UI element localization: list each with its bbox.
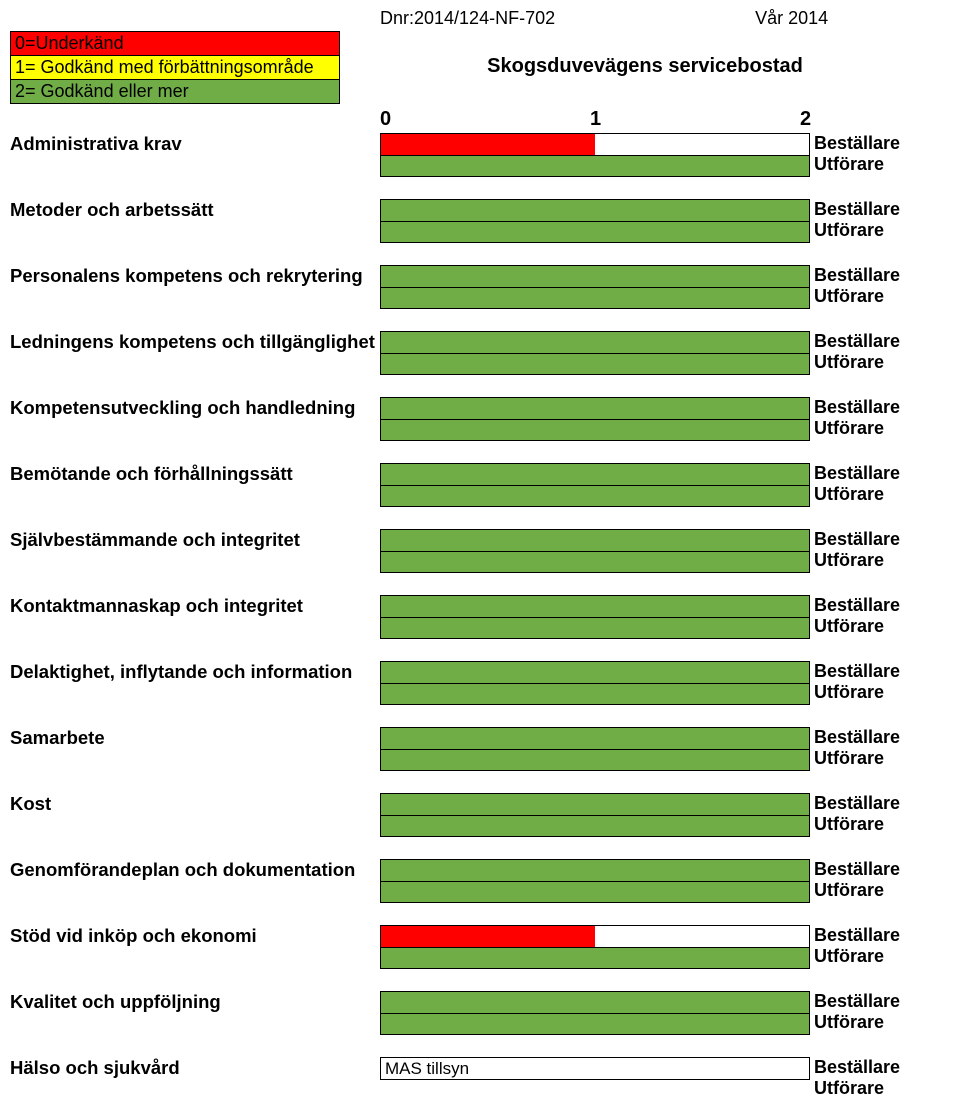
bar-group	[380, 265, 810, 309]
bar-group	[380, 991, 810, 1035]
bar	[381, 530, 809, 551]
bar	[381, 683, 809, 704]
bar	[381, 881, 809, 902]
bar-group	[380, 397, 810, 441]
bar	[381, 485, 809, 506]
category-label: Stöd vid inköp och ekonomi	[10, 925, 380, 946]
role-labels: BeställareUtförare	[810, 661, 940, 703]
bar-group	[380, 529, 810, 573]
bar	[381, 221, 809, 242]
bar	[381, 200, 809, 221]
role-labels: BeställareUtförare	[810, 727, 940, 769]
role-labels: BeställareUtförare	[810, 397, 940, 439]
term-text: Vår 2014	[755, 8, 828, 29]
role-labels: BeställareUtförare	[810, 331, 940, 373]
legend-row-2: 2= Godkänd eller mer	[11, 80, 339, 104]
bar	[381, 992, 809, 1013]
bar	[381, 617, 809, 638]
category-label: Bemötande och förhållningssätt	[10, 463, 380, 484]
bar	[381, 353, 809, 374]
bar-group	[380, 727, 810, 771]
role-labels: BeställareUtförare	[810, 925, 940, 967]
role-labels: BeställareUtförare	[810, 265, 940, 307]
bar	[381, 551, 809, 572]
bar-group	[380, 661, 810, 705]
role-labels: BeställareUtförare	[810, 199, 940, 241]
bar	[381, 419, 809, 440]
bar-group	[380, 793, 810, 837]
role-labels: BeställareUtförare	[810, 529, 940, 571]
bar	[381, 728, 809, 749]
category-label: Administrativa krav	[10, 133, 380, 154]
bar	[381, 134, 809, 155]
bar	[381, 332, 809, 353]
bar	[381, 926, 809, 947]
bar	[381, 815, 809, 836]
bar	[381, 794, 809, 815]
bar	[381, 266, 809, 287]
bar	[381, 860, 809, 881]
category-label: Kost	[10, 793, 380, 814]
category-label: Kompetensutveckling och handledning	[10, 397, 380, 418]
bar-group	[380, 859, 810, 903]
legend-row-0: 0=Underkänd	[11, 32, 339, 56]
category-label: Personalens kompetens och rekrytering	[10, 265, 380, 286]
mas-note: MAS tillsyn	[380, 1057, 810, 1080]
legend-row-1: 1= Godkänd med förbättningsområde	[11, 56, 339, 80]
role-labels: BeställareUtförare	[810, 463, 940, 505]
role-labels: BeställareUtförare	[810, 859, 940, 901]
bar-group	[380, 463, 810, 507]
category-label: Kontaktmannaskap och integritet	[10, 595, 380, 616]
category-label: Genomförandeplan och dokumentation	[10, 859, 380, 880]
bar	[381, 596, 809, 617]
role-labels: BeställareUtförare	[810, 595, 940, 637]
category-label: Metoder och arbetssätt	[10, 199, 380, 220]
bar	[381, 947, 809, 968]
category-label: Samarbete	[10, 727, 380, 748]
bar	[381, 464, 809, 485]
category-label: Ledningens kompetens och tillgänglighet	[10, 331, 380, 352]
category-label: Hälso och sjukvård	[10, 1057, 380, 1078]
role-labels: BeställareUtförare	[810, 1057, 940, 1099]
bar-group	[380, 595, 810, 639]
legend: 0=Underkänd1= Godkänd med förbättningsom…	[10, 31, 340, 104]
dnr-text: Dnr:2014/124-NF-702	[380, 8, 555, 29]
role-labels: BeställareUtförare	[810, 133, 940, 175]
bar-group	[380, 331, 810, 375]
bar	[381, 287, 809, 308]
category-label: Kvalitet och uppföljning	[10, 991, 380, 1012]
role-labels: BeställareUtförare	[810, 793, 940, 835]
category-label: Delaktighet, inflytande och information	[10, 661, 380, 682]
bar-group	[380, 133, 810, 177]
bar	[381, 155, 809, 176]
page-title: Skogsduvevägens servicebostad	[340, 31, 950, 78]
role-labels: BeställareUtförare	[810, 991, 940, 1033]
bar-group	[380, 925, 810, 969]
bar	[381, 1013, 809, 1034]
bar-group	[380, 199, 810, 243]
bar	[381, 662, 809, 683]
bar	[381, 749, 809, 770]
scale-row: 012	[380, 108, 810, 133]
bar	[381, 398, 809, 419]
category-label: Självbestämmande och integritet	[10, 529, 380, 550]
